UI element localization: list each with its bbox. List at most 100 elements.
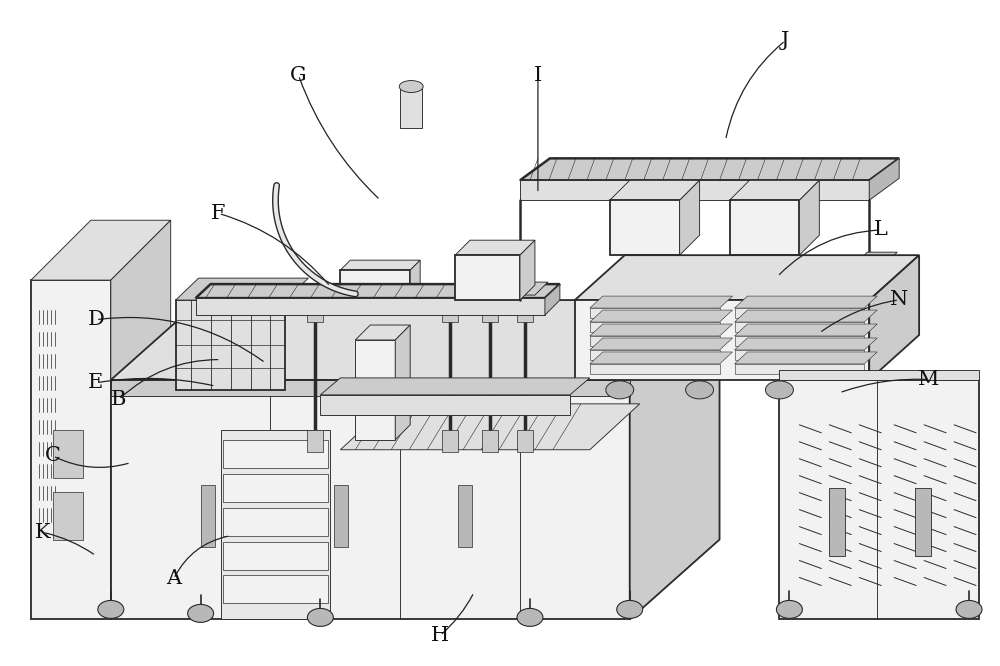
Ellipse shape — [776, 601, 802, 619]
Polygon shape — [111, 220, 171, 619]
Polygon shape — [735, 350, 864, 360]
Ellipse shape — [188, 605, 214, 623]
Polygon shape — [735, 324, 877, 336]
Polygon shape — [545, 284, 560, 315]
Polygon shape — [223, 474, 328, 501]
Polygon shape — [590, 324, 733, 336]
Bar — [517, 430, 533, 452]
Text: F: F — [211, 204, 226, 223]
Polygon shape — [395, 325, 410, 440]
Bar — [517, 300, 533, 322]
Text: L: L — [874, 220, 888, 240]
Polygon shape — [854, 252, 897, 265]
Text: J: J — [781, 31, 790, 50]
Polygon shape — [735, 364, 864, 374]
Text: H: H — [431, 626, 449, 645]
Polygon shape — [590, 352, 733, 364]
Polygon shape — [680, 180, 700, 255]
Polygon shape — [520, 240, 535, 300]
Polygon shape — [735, 338, 877, 350]
Bar — [829, 488, 845, 555]
Polygon shape — [355, 325, 410, 340]
Text: G: G — [290, 66, 307, 85]
Text: D: D — [87, 310, 104, 329]
Polygon shape — [31, 280, 111, 619]
Polygon shape — [340, 404, 640, 450]
Polygon shape — [869, 159, 899, 200]
Text: B: B — [111, 390, 126, 409]
Polygon shape — [223, 575, 328, 603]
Polygon shape — [455, 240, 535, 255]
Ellipse shape — [307, 609, 333, 627]
Ellipse shape — [517, 609, 543, 627]
Polygon shape — [590, 364, 720, 374]
Polygon shape — [410, 260, 420, 310]
Polygon shape — [221, 430, 330, 619]
Polygon shape — [111, 380, 630, 619]
Text: A: A — [166, 569, 181, 588]
Polygon shape — [320, 395, 570, 415]
Polygon shape — [590, 296, 733, 308]
Polygon shape — [869, 255, 919, 380]
Polygon shape — [590, 350, 720, 360]
Polygon shape — [360, 300, 392, 310]
Polygon shape — [340, 270, 410, 310]
Polygon shape — [196, 284, 560, 298]
Polygon shape — [590, 322, 720, 332]
Polygon shape — [31, 220, 171, 280]
Bar — [400, 89, 422, 129]
Polygon shape — [223, 440, 328, 468]
Polygon shape — [590, 336, 720, 346]
Polygon shape — [196, 298, 545, 315]
Polygon shape — [779, 370, 979, 380]
Polygon shape — [505, 282, 548, 295]
Polygon shape — [320, 378, 590, 395]
Polygon shape — [730, 200, 799, 255]
Polygon shape — [610, 180, 700, 200]
Polygon shape — [735, 336, 864, 346]
Bar — [201, 485, 215, 547]
Text: N: N — [890, 290, 908, 309]
Bar — [442, 430, 458, 452]
Bar — [915, 488, 931, 555]
Text: M: M — [918, 370, 940, 389]
Polygon shape — [111, 300, 720, 380]
Polygon shape — [520, 180, 869, 200]
Polygon shape — [799, 180, 819, 255]
Bar — [442, 300, 458, 322]
Ellipse shape — [617, 601, 643, 619]
Polygon shape — [590, 308, 720, 318]
Polygon shape — [355, 340, 395, 440]
Polygon shape — [779, 380, 979, 619]
Polygon shape — [223, 507, 328, 535]
Polygon shape — [590, 338, 733, 350]
Text: K: K — [35, 523, 51, 542]
Polygon shape — [340, 260, 420, 270]
Polygon shape — [735, 322, 864, 332]
Polygon shape — [176, 278, 308, 300]
Polygon shape — [730, 180, 819, 200]
Polygon shape — [590, 310, 733, 322]
Polygon shape — [610, 200, 680, 255]
Polygon shape — [735, 296, 877, 308]
Polygon shape — [630, 300, 720, 619]
Polygon shape — [520, 159, 899, 180]
Polygon shape — [455, 255, 520, 300]
Bar — [458, 485, 472, 547]
Text: I: I — [534, 66, 542, 85]
Bar — [53, 430, 83, 478]
Ellipse shape — [606, 381, 634, 399]
Ellipse shape — [686, 381, 714, 399]
Polygon shape — [735, 352, 877, 364]
Polygon shape — [735, 308, 864, 318]
Ellipse shape — [98, 601, 124, 619]
Polygon shape — [575, 255, 919, 300]
Bar — [482, 430, 498, 452]
Ellipse shape — [399, 81, 423, 93]
Polygon shape — [111, 380, 630, 396]
Polygon shape — [575, 300, 869, 380]
Text: C: C — [45, 446, 61, 466]
Bar — [482, 300, 498, 322]
Bar — [334, 485, 348, 547]
Bar — [307, 430, 323, 452]
